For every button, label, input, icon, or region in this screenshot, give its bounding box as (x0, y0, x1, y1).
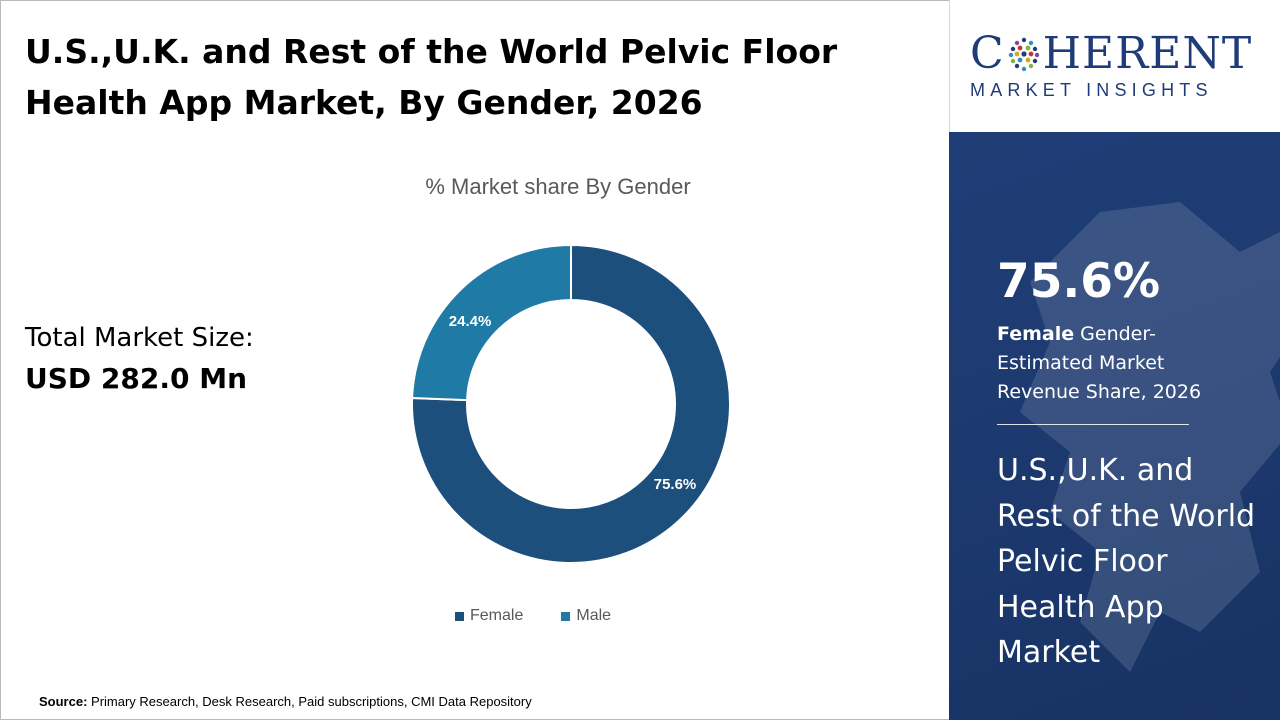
highlight-value: 75.6% (997, 254, 1161, 309)
donut-chart-svg: 75.6% 24.4% (411, 243, 731, 564)
brand-logo: C (970, 28, 1270, 108)
highlight-panel: 75.6% Female Gender-Estimated Market Rev… (949, 132, 1280, 720)
highlight-bold-segment: Female (997, 323, 1075, 345)
legend-item-male: Male (561, 607, 611, 625)
legend-swatch-male (561, 611, 571, 621)
source-note: Source: Primary Research, Desk Research,… (39, 694, 532, 709)
total-market-value: USD 282.0 Mn (25, 362, 248, 395)
logo-subtitle: MARKET INSIGHTS (970, 80, 1213, 100)
world-map-watermark-icon (1020, 202, 1280, 672)
highlight-description-text: Gender-Estimated Market Revenue Share, 2… (997, 323, 1202, 403)
legend-label-female: Female (470, 607, 524, 624)
panel-market-name: U.S.,U.K. and Rest of the World Pelvic F… (997, 453, 1256, 670)
source-prefix: Source: (39, 694, 88, 709)
page-title: U.S.,U.K. and Rest of the World Pelvic F… (25, 32, 838, 122)
logo-dot-globe-icon (1008, 37, 1039, 72)
logo-wordmark: C (970, 28, 1270, 80)
highlight-description: Female Gender-Estimated Market Revenue S… (997, 320, 1247, 407)
legend-swatch-female (455, 611, 464, 621)
logo-letters-herent: HERENT (1042, 28, 1253, 79)
source-text: Primary Research, Desk Research, Paid su… (87, 694, 532, 709)
donut-slice-female (411, 243, 731, 564)
chart-title: % Market share By Gender (425, 174, 691, 199)
panel-divider (997, 424, 1189, 425)
slice-label-female: 75.6% (654, 476, 697, 493)
total-market-label: Total Market Size: (25, 323, 254, 353)
chart-legend: Female Male (455, 607, 611, 625)
legend-item-female: Female (455, 607, 523, 625)
logo-letter-c: C (970, 28, 1005, 79)
donut-slice-male (411, 243, 572, 402)
slice-label-male: 24.4% (449, 313, 492, 330)
legend-label-male: Male (576, 607, 612, 624)
donut-chart: % Market share By Gender 75.6% 24.4% Fema… (300, 160, 840, 660)
